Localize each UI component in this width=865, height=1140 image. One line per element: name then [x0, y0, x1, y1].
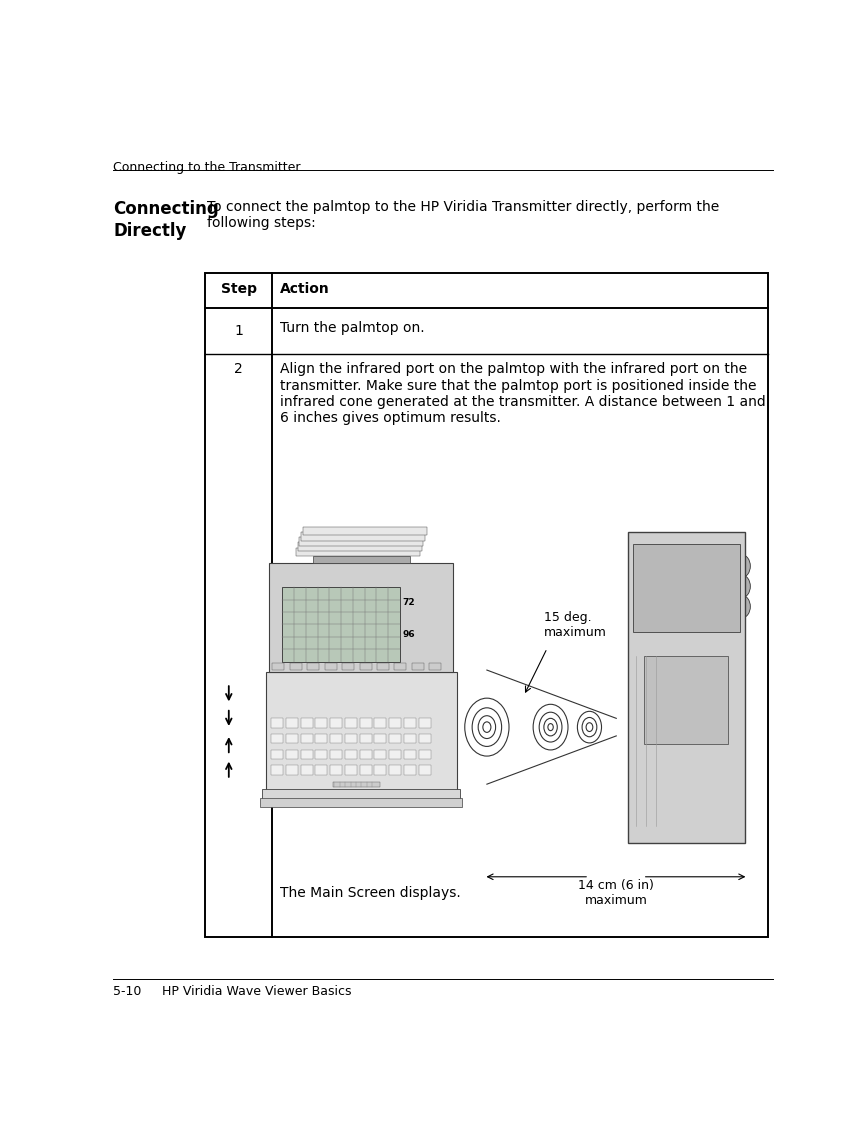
Text: Connecting to the Transmitter: Connecting to the Transmitter: [113, 162, 301, 174]
Bar: [271, 718, 283, 727]
Text: Step: Step: [221, 282, 257, 295]
Bar: [330, 749, 342, 759]
Text: Align the infrared port on the palmtop with the infrared port on the
transmitter: Align the infrared port on the palmtop w…: [280, 363, 766, 425]
Text: 2: 2: [234, 363, 243, 376]
Circle shape: [733, 575, 750, 597]
Text: 14 cm (6 in)
maximum: 14 cm (6 in) maximum: [578, 879, 654, 906]
Bar: [375, 734, 387, 743]
Bar: [375, 718, 387, 727]
Text: 72: 72: [402, 598, 415, 608]
Bar: [429, 662, 441, 669]
Bar: [633, 544, 740, 632]
Circle shape: [733, 595, 750, 618]
Bar: [330, 734, 342, 743]
Bar: [644, 657, 728, 743]
Bar: [389, 765, 401, 775]
Text: 96: 96: [402, 630, 415, 640]
Bar: [303, 527, 426, 536]
Bar: [266, 673, 457, 791]
Bar: [299, 537, 423, 546]
Bar: [282, 587, 400, 661]
Bar: [260, 798, 462, 807]
Bar: [290, 662, 302, 669]
Text: 1: 1: [234, 324, 243, 337]
Bar: [262, 789, 460, 799]
Bar: [315, 749, 327, 759]
Bar: [345, 749, 357, 759]
Circle shape: [733, 555, 750, 578]
Text: Turn the palmtop on.: Turn the palmtop on.: [280, 320, 425, 335]
Text: Action: Action: [280, 282, 330, 295]
Bar: [285, 718, 298, 727]
Bar: [315, 718, 327, 727]
Bar: [332, 782, 381, 788]
Bar: [296, 547, 420, 556]
Bar: [298, 543, 421, 551]
Bar: [404, 749, 416, 759]
Bar: [360, 749, 372, 759]
Text: Connecting
Directly: Connecting Directly: [113, 200, 219, 241]
Bar: [269, 562, 453, 673]
Bar: [360, 718, 372, 727]
Bar: [394, 662, 407, 669]
Bar: [285, 734, 298, 743]
Bar: [360, 662, 372, 669]
Bar: [315, 734, 327, 743]
Bar: [404, 718, 416, 727]
Bar: [377, 662, 389, 669]
Bar: [419, 765, 431, 775]
Ellipse shape: [664, 770, 708, 799]
Bar: [412, 662, 424, 669]
Bar: [419, 734, 431, 743]
Bar: [342, 662, 354, 669]
Bar: [205, 272, 768, 937]
Bar: [419, 749, 431, 759]
Bar: [404, 734, 416, 743]
Bar: [345, 718, 357, 727]
Bar: [300, 718, 312, 727]
Bar: [345, 765, 357, 775]
Bar: [285, 749, 298, 759]
Bar: [404, 765, 416, 775]
Bar: [307, 662, 319, 669]
Bar: [375, 749, 387, 759]
Bar: [330, 718, 342, 727]
Bar: [272, 662, 285, 669]
Bar: [389, 734, 401, 743]
Bar: [389, 749, 401, 759]
Bar: [301, 531, 425, 540]
Bar: [375, 765, 387, 775]
Text: To connect the palmtop to the HP Viridia Transmitter directly, perform the
follo: To connect the palmtop to the HP Viridia…: [208, 200, 720, 230]
Bar: [271, 734, 283, 743]
Bar: [389, 718, 401, 727]
Bar: [300, 734, 312, 743]
Bar: [330, 765, 342, 775]
Bar: [300, 749, 312, 759]
Bar: [285, 765, 298, 775]
Bar: [300, 765, 312, 775]
Text: HP Viridia Wave Viewer Basics: HP Viridia Wave Viewer Basics: [162, 985, 351, 998]
Bar: [271, 765, 283, 775]
Bar: [345, 734, 357, 743]
Bar: [628, 531, 745, 844]
Bar: [360, 734, 372, 743]
Text: 15 deg.
maximum: 15 deg. maximum: [544, 611, 606, 640]
Bar: [419, 718, 431, 727]
Bar: [360, 765, 372, 775]
Bar: [312, 556, 410, 562]
Bar: [315, 765, 327, 775]
Bar: [271, 749, 283, 759]
Text: The Main Screen displays.: The Main Screen displays.: [280, 887, 461, 901]
Bar: [324, 662, 336, 669]
Text: 5-10: 5-10: [113, 985, 142, 998]
